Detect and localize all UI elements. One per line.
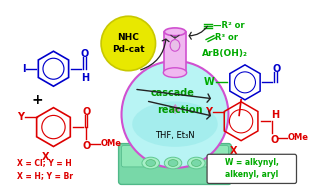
- FancyBboxPatch shape: [122, 146, 229, 167]
- Text: reaction: reaction: [157, 105, 202, 115]
- Text: O: O: [81, 49, 89, 59]
- Text: O: O: [270, 135, 278, 145]
- Circle shape: [101, 16, 156, 71]
- Circle shape: [122, 61, 229, 168]
- Text: H: H: [271, 110, 279, 120]
- Ellipse shape: [163, 68, 187, 77]
- Text: Y: Y: [17, 112, 24, 122]
- Text: +: +: [31, 93, 43, 107]
- FancyBboxPatch shape: [207, 154, 296, 184]
- Text: R³ or: R³ or: [215, 33, 238, 42]
- Text: OMe: OMe: [101, 139, 122, 148]
- Ellipse shape: [170, 40, 180, 51]
- Text: X: X: [42, 152, 49, 162]
- Text: X: X: [230, 146, 237, 156]
- Text: H: H: [81, 74, 89, 84]
- FancyBboxPatch shape: [118, 144, 231, 184]
- Ellipse shape: [192, 160, 201, 167]
- Text: W: W: [204, 77, 215, 87]
- Text: —R² or: —R² or: [213, 22, 244, 30]
- Ellipse shape: [132, 101, 218, 147]
- Text: I: I: [22, 64, 25, 74]
- Ellipse shape: [146, 160, 156, 167]
- Text: W = alkynyl,
alkenyl, aryl: W = alkynyl, alkenyl, aryl: [225, 158, 279, 179]
- Text: X = Cl; Y = H
X = H; Y = Br: X = Cl; Y = H X = H; Y = Br: [17, 158, 73, 180]
- Text: ♠: ♠: [169, 103, 181, 117]
- Text: NHC
Pd-cat: NHC Pd-cat: [112, 33, 145, 54]
- Text: cascade: cascade: [151, 88, 195, 98]
- Ellipse shape: [142, 157, 160, 169]
- Text: O: O: [83, 108, 91, 118]
- Ellipse shape: [168, 160, 178, 167]
- Ellipse shape: [164, 157, 182, 169]
- Text: OMe: OMe: [288, 133, 309, 142]
- Ellipse shape: [164, 28, 186, 36]
- Text: O: O: [272, 64, 281, 74]
- Text: Y: Y: [205, 107, 211, 116]
- Text: THF, Et₃N: THF, Et₃N: [155, 131, 195, 140]
- Text: ArB(OH)₂: ArB(OH)₂: [202, 49, 248, 58]
- Ellipse shape: [188, 157, 205, 169]
- FancyBboxPatch shape: [164, 32, 186, 73]
- Text: O: O: [83, 141, 91, 151]
